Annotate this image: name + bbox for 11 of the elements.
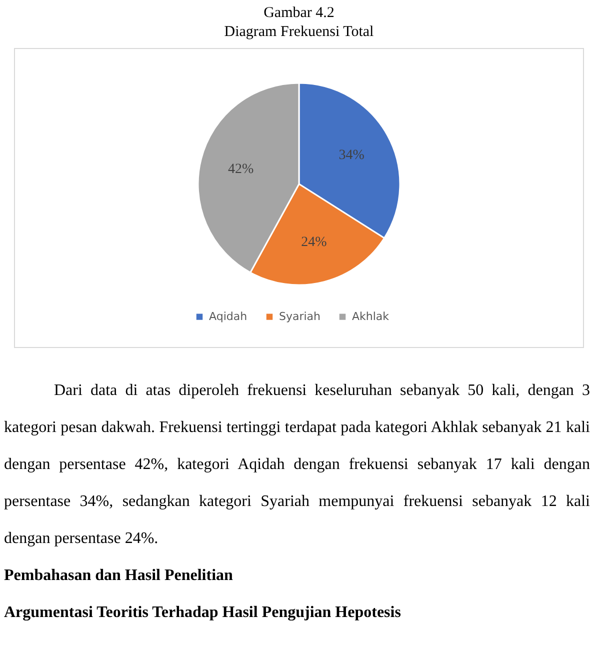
data-label: 34% bbox=[338, 148, 365, 164]
text: Dari data di atas diperoleh frekuensi keseluruhan sebanyak 50 kali, dengan 3 kategori pesan dakwah. Frekuensi tertinggi terdapat pada kategori Akhlak sebanyak 21 kali dengan persentase 42%, kategori Aqidah dengan frekuensi sebanyak 17 kali dengan persentase 34%, sedangkan kategori Syariah mempunyai frekuensi sebanyak 12 kali dengan persentase 24%. bbox=[4, 382, 590, 547]
legend-label: Syariah bbox=[279, 310, 321, 323]
chart-title: Gambar 4.2 bbox=[262, 4, 336, 23]
legend-label: Akhlak bbox=[352, 310, 390, 323]
data-label: 24% bbox=[301, 235, 328, 250]
legend-label: Aqidah bbox=[209, 310, 248, 323]
chart-subtitle: Diagram Frekuensi Total bbox=[223, 23, 375, 42]
data-label: 42% bbox=[228, 162, 254, 178]
text: Pembahasan dan Hasil Penelitian bbox=[4, 566, 234, 586]
text: Argumentasi Teoritis Terhadap Hasil Pengujian Hepotesis bbox=[4, 603, 402, 623]
